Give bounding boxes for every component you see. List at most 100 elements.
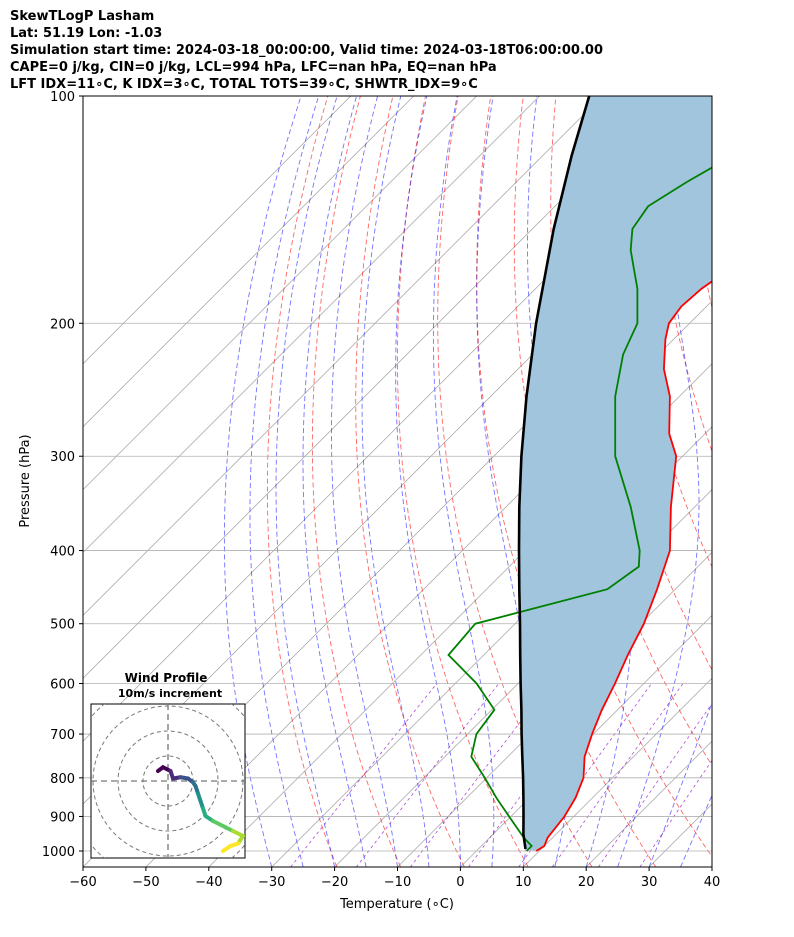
- wind-barb: [711, 756, 712, 758]
- wind-barb-shaft: [711, 269, 712, 271]
- stability-indices-text: CAPE=0 j/kg, CIN=0 j/kg, LCL=994 hPa, LF…: [10, 60, 497, 75]
- wind-barb-half-flag: [731, 344, 735, 350]
- wind-barb: [711, 849, 712, 852]
- wind-barb-flag: [745, 309, 748, 322]
- wind-barb-half-flag: [731, 512, 735, 518]
- wind-barb-flag: [737, 305, 740, 318]
- x-tick-label: −30: [258, 875, 285, 890]
- axes: −60 −50 −40 −30 −20 −10 0 10 20 30 40 100 200 300 400 5…: [42, 90, 720, 890]
- wind-barb-shaft: [711, 96, 712, 97]
- x-tick-label: −20: [321, 875, 348, 890]
- x-tick-label: 10: [515, 875, 532, 890]
- wind-barb-flag: [736, 508, 740, 521]
- x-tick-label: −50: [132, 875, 159, 890]
- moist-adiabat-line: [249, 96, 320, 867]
- cape-cin-shading: [519, 96, 712, 851]
- wind-barb-shaft: [711, 777, 712, 779]
- moist-adiabat-line: [395, 96, 461, 867]
- moist-adiabat-line: [476, 96, 533, 867]
- wind-barb-flag: [746, 724, 748, 737]
- wind-barb-shaft: [711, 550, 712, 552]
- mixing-ratio-line: [290, 683, 438, 867]
- wind-barb-flag: [743, 594, 747, 607]
- wind-profile-inset: Wind Profile 10m/s increment: [90, 671, 246, 859]
- wind-barb-flag: [743, 461, 747, 474]
- wind-barb: [711, 824, 712, 826]
- isotherm-line: [334, 489, 712, 867]
- wind-barb-flag: [746, 700, 748, 713]
- wind-barb-half-flag: [731, 427, 735, 433]
- wind-barb-flag: [736, 590, 740, 603]
- wind-barb-flag: [740, 459, 744, 472]
- wind-barb: [711, 421, 740, 436]
- wind-barb-half-flag: [733, 820, 737, 826]
- wind-barb: [711, 383, 747, 401]
- y-tick-label: 700: [50, 728, 75, 743]
- wind-barb: [711, 815, 712, 817]
- x-tick-label: 20: [578, 875, 595, 890]
- y-tick-label: 500: [50, 618, 75, 633]
- wind-barb-flag: [736, 423, 740, 436]
- wind-barb-flag: [743, 262, 744, 275]
- isotherm-line: [83, 96, 414, 428]
- dry-adiabat-line: [397, 96, 529, 867]
- wind-barb: [711, 135, 748, 148]
- wind-barb: [711, 89, 748, 102]
- wind-barb: [711, 808, 744, 835]
- x-axis-label: Temperature (∘C): [339, 897, 454, 912]
- wind-barb-shaft: [711, 734, 712, 735]
- isotherm-line: [523, 677, 712, 867]
- y-tick-label: 300: [50, 450, 75, 465]
- x-tick-label: 40: [704, 875, 721, 890]
- y-tick-label: 1000: [42, 845, 75, 860]
- wind-barb: [711, 820, 737, 843]
- x-tick-label: −40: [195, 875, 222, 890]
- isotherm-line: [83, 96, 666, 679]
- inset-title: Wind Profile: [125, 671, 208, 685]
- wind-barb-flag: [747, 135, 748, 148]
- y-axis-label: Pressure (hPa): [18, 434, 33, 527]
- wind-barb-flag: [736, 341, 740, 354]
- isotherm-line: [711, 866, 712, 867]
- moist-adiabat-line: [711, 865, 712, 867]
- wind-barb-flag: [740, 592, 744, 605]
- wind-barb: [711, 550, 747, 569]
- wind-barb-shaft: [711, 815, 712, 817]
- mixing-ratio-line: [551, 683, 684, 867]
- wind-barb-flag: [736, 384, 740, 397]
- wind-barb-flag: [747, 263, 748, 276]
- sounding-profiles: [447, 96, 712, 852]
- wind-barb-shaft: [711, 383, 712, 384]
- wind-barb-flag: [743, 388, 747, 401]
- dry-adiabat-line: [311, 96, 402, 867]
- hodograph-segment: [221, 844, 233, 853]
- wind-barb-flag: [740, 386, 744, 399]
- moist-adiabat-line: [648, 701, 712, 867]
- wind-barb-flag: [743, 512, 747, 525]
- lifted-indices-text: LFT IDX=11∘C, K IDX=3∘C, TOTAL TOTS=39∘C…: [10, 77, 478, 92]
- wind-barb-flag: [747, 175, 748, 188]
- wind-barb-flag: [743, 556, 747, 569]
- wind-barb-half-flag: [731, 388, 735, 394]
- wind-barb-flag: [743, 221, 744, 234]
- dry-adiabat-line: [437, 96, 593, 867]
- wind-barb-shaft: [711, 849, 712, 852]
- wind-barb-shaft: [711, 589, 712, 590]
- wind-barb: [711, 506, 747, 525]
- wind-barb-flag: [736, 808, 744, 819]
- wind-barb-flag: [736, 552, 740, 565]
- wind-barb: [711, 777, 712, 779]
- wind-barb-shaft: [711, 421, 712, 423]
- wind-barbs: [711, 89, 748, 852]
- mixing-ratio-line: [355, 683, 500, 867]
- wind-barb-shaft: [711, 306, 712, 308]
- chart-header: SkewTLogP Lasham Lat: 51.19 Lon: -1.03 S…: [10, 8, 603, 93]
- wind-barb-flag: [743, 345, 747, 358]
- wind-barb-shaft: [711, 833, 712, 835]
- wind-barb-flag: [740, 343, 744, 356]
- wind-barb: [711, 221, 744, 234]
- wind-barb-flag: [747, 89, 748, 102]
- wind-barb-shaft: [711, 756, 712, 758]
- wind-barb: [711, 456, 747, 474]
